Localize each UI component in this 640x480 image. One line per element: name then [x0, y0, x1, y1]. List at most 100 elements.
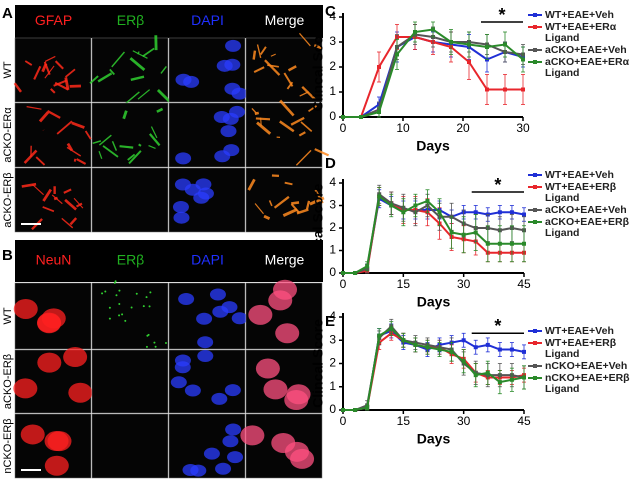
legend-item: WT+EAE+ERβ Ligand: [528, 182, 624, 204]
data-point: [341, 115, 345, 119]
legend-label: aCKO+EAE+Veh: [545, 204, 627, 216]
data-point: [461, 232, 466, 237]
x-tick-label: 30: [457, 277, 471, 291]
y-axis-label: Clincal Score: [310, 22, 326, 111]
data-point: [497, 210, 502, 215]
cell-body: [197, 336, 214, 349]
legend-label: WT+EAE+Veh: [545, 169, 614, 181]
data-point: [522, 241, 526, 246]
micrograph: [245, 349, 323, 414]
y-axis-label: Clincal Score: [310, 319, 326, 408]
cell-body: [225, 39, 242, 52]
puncta: [104, 290, 107, 293]
legend-item: WT+EAE+ERα Ligand: [528, 22, 624, 44]
legend-swatch: [528, 341, 542, 345]
cell-process: [50, 88, 56, 94]
cell-process: [282, 208, 298, 217]
cell-body: [178, 292, 195, 305]
x-tick-label: 15: [397, 277, 411, 291]
data-point: [461, 338, 466, 343]
cell-process: [314, 189, 324, 204]
cell-body: [214, 150, 231, 163]
cell-body: [174, 361, 191, 374]
legend-label: WT+EAE+ERα Ligand: [545, 21, 617, 44]
data-point: [389, 203, 394, 208]
cell-process: [54, 81, 69, 91]
cell-process: [64, 198, 77, 211]
legend-swatch: [528, 376, 542, 380]
cell-process: [111, 51, 125, 68]
x-tick-label: 15: [397, 414, 411, 428]
cell-body: [182, 463, 199, 476]
y-axis-label: Clincal Score: [310, 183, 326, 272]
cell-body: [173, 211, 190, 224]
cell-process: [98, 134, 112, 146]
cell-process: [254, 111, 260, 116]
cell-body: [37, 352, 62, 373]
legend-item: aCKO+EAE+Veh: [528, 204, 627, 216]
legend-item: aCKO+EAE+Veh: [528, 44, 627, 56]
x-axis-label: Days: [416, 138, 450, 154]
data-point: [485, 87, 489, 92]
puncta: [101, 292, 104, 295]
cell-body: [227, 451, 244, 464]
cell-body: [248, 304, 273, 325]
cell-process: [31, 183, 44, 196]
x-tick-label: 30: [516, 121, 530, 135]
cell-process: [291, 201, 300, 205]
data-point: [497, 241, 502, 246]
legend-item: nCKO+EAE+Veh: [528, 361, 627, 372]
puncta: [148, 305, 151, 308]
data-point: [522, 212, 526, 217]
data-point: [522, 375, 526, 380]
cell-process: [305, 200, 311, 210]
cell-process: [23, 149, 38, 164]
row-label: aCKO-ERβ: [2, 172, 14, 227]
data-point: [413, 342, 418, 347]
legend-swatch: [528, 185, 542, 189]
x-tick-label: 0: [340, 121, 347, 135]
panel-letter: A: [2, 5, 13, 22]
data-point: [503, 87, 507, 92]
cell-body: [195, 178, 212, 191]
data-point: [485, 45, 489, 49]
cell-process: [256, 44, 262, 59]
data-point: [497, 347, 502, 352]
cell-process: [64, 77, 70, 91]
legend-label: WT+EAE+ERβ Ligand: [545, 337, 617, 360]
micrograph: [14, 167, 92, 233]
cell-body: [215, 462, 232, 475]
column-label: DAPI: [191, 12, 224, 28]
legend-item: aCKO+EAE+ERα Ligand: [528, 57, 629, 79]
data-point: [449, 40, 453, 44]
cell-process: [54, 60, 64, 70]
cell-process: [313, 44, 323, 50]
micrograph: [91, 349, 169, 414]
cell-process: [73, 197, 84, 209]
cell-process: [119, 145, 134, 149]
y-tick-label: 4: [329, 309, 336, 323]
cell-process: [295, 149, 312, 166]
cell-process: [61, 217, 74, 229]
header-bg: [15, 5, 323, 38]
column-label: NeuN: [36, 252, 72, 268]
legend-label: aCKO+EAE+Veh: [545, 44, 627, 56]
legend-swatch: [528, 60, 542, 64]
y-tick-label: 3: [329, 332, 336, 346]
cell-process: [51, 194, 63, 205]
cell-process: [44, 55, 56, 63]
puncta: [114, 280, 117, 283]
panel-letter: E: [325, 313, 335, 330]
cell-body: [174, 178, 191, 191]
cell-process: [148, 133, 161, 147]
cell-body: [220, 125, 237, 138]
cell-process: [130, 75, 145, 82]
series-line: [343, 324, 525, 411]
data-point: [437, 210, 442, 215]
cell-process: [299, 32, 311, 47]
y-tick-label: 1: [329, 379, 336, 393]
y-tick-label: 0: [329, 109, 336, 123]
data-point: [431, 27, 435, 32]
panel-letter: B: [2, 247, 13, 264]
